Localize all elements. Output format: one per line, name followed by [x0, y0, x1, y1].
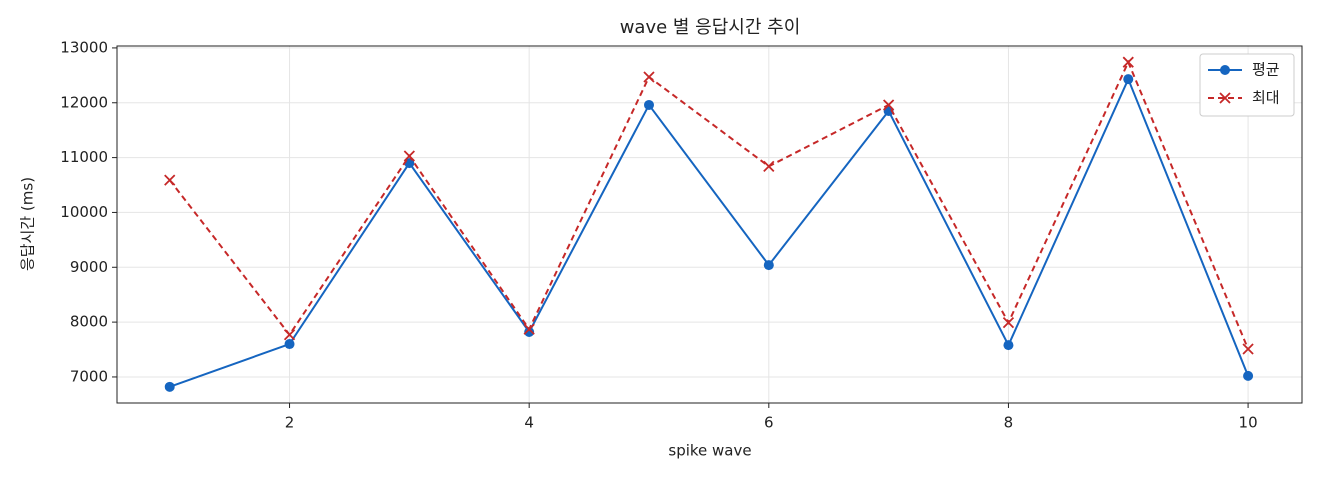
marker — [1219, 92, 1231, 104]
y-tick-label: 9000 — [70, 258, 108, 276]
x-axis-label: spike wave — [668, 442, 751, 460]
x-tick-label: 8 — [1004, 414, 1014, 432]
marker-stroke — [283, 329, 296, 341]
y-tick-label: 11000 — [60, 148, 108, 166]
marker — [763, 260, 774, 271]
marker — [763, 160, 775, 173]
marker — [1002, 317, 1015, 329]
marker-stroke — [1122, 56, 1134, 68]
x-tick-label: 6 — [764, 414, 774, 432]
y-axis-label: 응답시간 (ms) — [19, 177, 37, 271]
marker-stroke — [164, 174, 176, 186]
marker — [164, 381, 175, 392]
legend-label: 평균 — [1252, 61, 1280, 79]
marker — [164, 174, 176, 186]
marker — [643, 99, 654, 110]
x-tick-label: 4 — [524, 414, 534, 432]
marker-stroke — [1002, 317, 1015, 329]
marker — [882, 99, 895, 111]
marker — [643, 71, 655, 83]
marker — [1220, 65, 1230, 75]
x-tick-label: 2 — [285, 414, 295, 432]
y-tick-label: 10000 — [60, 203, 108, 221]
y-tick-label: 8000 — [70, 313, 108, 331]
series-line — [169, 76, 1250, 388]
y-tick-label: 12000 — [60, 93, 108, 111]
marker — [1242, 343, 1254, 355]
marker-stroke — [882, 99, 895, 111]
marker-stroke — [643, 71, 655, 83]
marker — [403, 150, 415, 162]
y-tick-label: 7000 — [70, 367, 108, 385]
x-tick-label: 10 — [1239, 414, 1258, 432]
legend-label: 최대 — [1252, 89, 1280, 107]
marker-stroke — [523, 323, 535, 335]
series-line — [168, 59, 1250, 350]
plot-frame — [116, 45, 1303, 404]
marker — [523, 323, 535, 335]
marker — [1243, 370, 1254, 381]
marker-stroke — [1219, 92, 1231, 104]
marker — [1003, 340, 1014, 351]
marker-stroke — [403, 150, 415, 162]
marker-stroke — [763, 160, 775, 173]
legend-box — [1199, 53, 1295, 117]
marker — [283, 329, 296, 341]
marker-stroke — [1242, 343, 1254, 355]
chart-title: wave 별 응답시간 추이 — [620, 17, 801, 38]
y-tick-label: 13000 — [60, 38, 108, 56]
marker — [1122, 56, 1134, 68]
marker — [1123, 74, 1134, 85]
marker — [284, 339, 295, 350]
marker — [524, 326, 535, 337]
